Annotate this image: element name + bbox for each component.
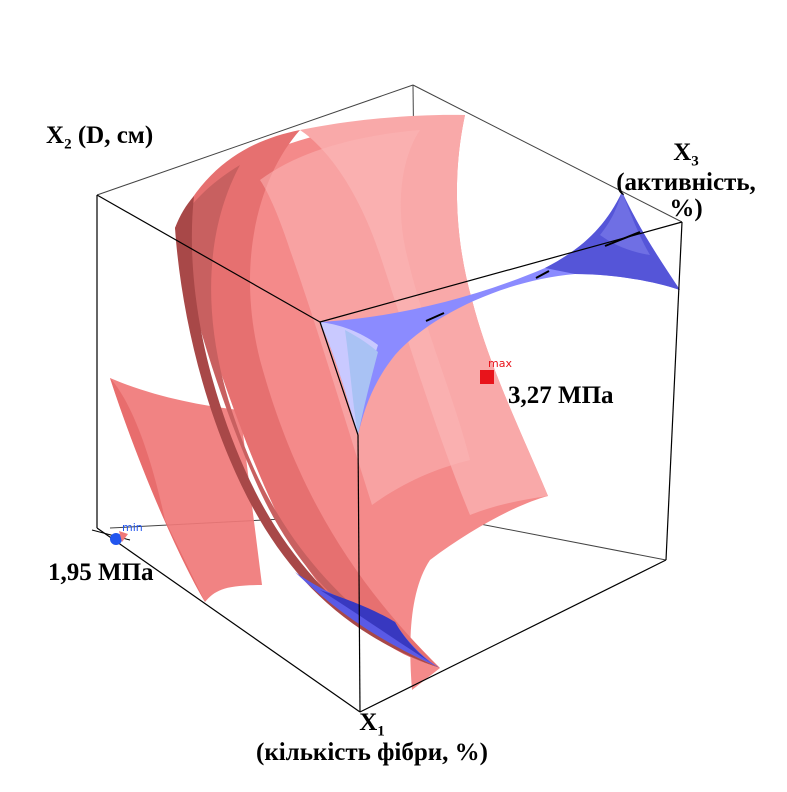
max-value-label: 3,27 МПа — [508, 382, 614, 409]
x2-axis-label: X2 (D, см) — [46, 122, 154, 153]
min-marker — [91, 529, 131, 545]
blue-surface-lower — [295, 572, 440, 668]
x1-axis-label: X1 (кількість фібри, %) — [256, 709, 488, 766]
cube-front-edges — [96, 194, 683, 713]
x3-axis-label: X3 (активність, %) — [616, 139, 756, 223]
min-value-label: 1,95 МПа — [48, 559, 154, 586]
max-marker — [480, 370, 494, 384]
min-tag: min — [122, 521, 143, 534]
max-tag: max — [488, 357, 512, 370]
